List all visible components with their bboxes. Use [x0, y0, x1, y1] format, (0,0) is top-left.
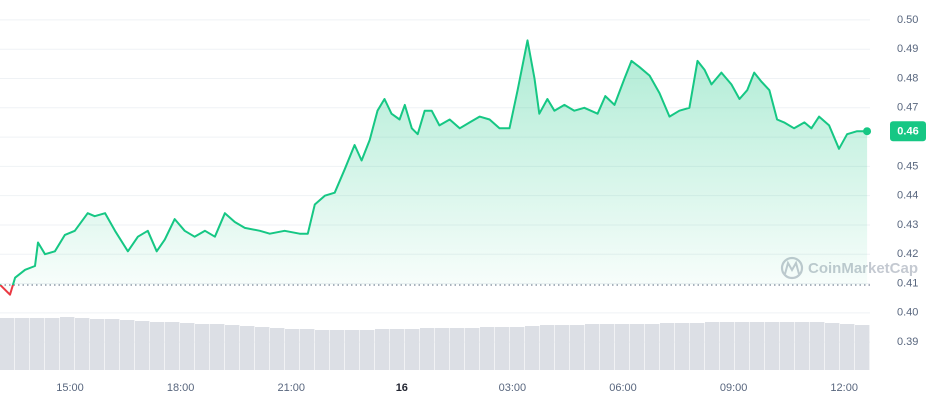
price-badge — [890, 121, 926, 142]
y-tick-label: 0.44 — [897, 190, 918, 202]
x-tick-label: 21:00 — [277, 382, 305, 394]
x-tick-label: 12:00 — [830, 382, 858, 394]
volume-bar — [450, 328, 465, 370]
volume-bar — [765, 322, 780, 370]
volume-bar — [555, 325, 570, 370]
y-tick-label: 0.43 — [897, 219, 918, 231]
volume-bar — [480, 327, 495, 370]
x-tick-label: 15:00 — [56, 382, 84, 394]
y-tick-label: 0.45 — [897, 160, 918, 172]
volume-bar — [315, 330, 330, 370]
area — [0, 40, 868, 295]
volume-bar — [495, 327, 510, 370]
volume-bar — [855, 325, 870, 370]
volume-bar — [735, 322, 750, 370]
volume-bar — [105, 319, 120, 370]
x-tick-label: 06:00 — [609, 382, 637, 394]
y-tick-label: 0.49 — [897, 43, 918, 55]
y-tick-label: 0.41 — [897, 277, 918, 289]
volume-bar — [645, 324, 660, 370]
y-tick-label: 0.42 — [897, 248, 918, 260]
price-line — [0, 39, 868, 286]
volume-bar — [690, 323, 705, 370]
volume-bar — [705, 322, 720, 370]
volume-bar — [165, 322, 180, 370]
volume-bar — [225, 325, 240, 370]
volume-bar — [420, 328, 435, 370]
volume-bar — [150, 322, 165, 370]
volume-bar — [540, 325, 555, 370]
volume-bar — [195, 324, 210, 370]
volume-bar — [720, 322, 735, 370]
volume-bar — [30, 318, 45, 370]
volume-bar — [780, 322, 795, 370]
volume-bar — [300, 329, 315, 370]
volume-bar — [75, 318, 90, 370]
volume-bar — [240, 326, 255, 370]
volume-bar — [750, 322, 765, 370]
volume-bar — [15, 318, 30, 370]
volume-bar — [0, 318, 15, 370]
volume-bar — [45, 318, 60, 370]
volume-bar — [570, 325, 585, 370]
y-tick-label: 0.40 — [897, 307, 918, 319]
volume-bar — [60, 317, 75, 370]
last-point — [863, 127, 872, 136]
volume-bar — [510, 327, 525, 370]
x-tick-label: 09:00 — [720, 382, 748, 394]
volume-bar — [255, 327, 270, 370]
volume-bar — [285, 329, 300, 370]
price-badge-label: 0.46 — [897, 126, 918, 138]
volume-bar — [135, 321, 150, 370]
volume-bar — [390, 329, 405, 370]
volume-bar — [825, 323, 840, 370]
y-tick-label: 0.39 — [897, 336, 918, 348]
volume-bar — [435, 328, 450, 370]
volume-bar — [600, 324, 615, 370]
volume-bar — [375, 329, 390, 370]
volume-bar — [630, 324, 645, 370]
volume-bar — [120, 320, 135, 370]
volume-bar — [90, 319, 105, 370]
volume-bar — [810, 322, 825, 370]
volume-bar — [330, 330, 345, 370]
volume-bar — [345, 330, 360, 370]
volume-bar — [465, 328, 480, 370]
volume-bar — [405, 329, 420, 370]
volume-bar — [210, 324, 225, 370]
volume-bar — [585, 324, 600, 370]
volume-bar — [525, 326, 540, 370]
x-tick-label: 03:00 — [499, 382, 527, 394]
volume-bar — [795, 322, 810, 370]
y-tick-label: 0.48 — [897, 72, 918, 84]
volume-bar — [615, 324, 630, 370]
x-tick-label: 16 — [396, 382, 408, 394]
x-tick-label: 18:00 — [167, 382, 195, 394]
volume-bar — [840, 324, 855, 370]
volume-bar — [270, 328, 285, 370]
volume-bar — [180, 323, 195, 370]
volume-bar — [360, 330, 375, 370]
y-tick-label: 0.47 — [897, 102, 918, 114]
volume-bar — [675, 323, 690, 370]
y-tick-label: 0.50 — [897, 14, 918, 26]
volume-bar — [660, 323, 675, 370]
